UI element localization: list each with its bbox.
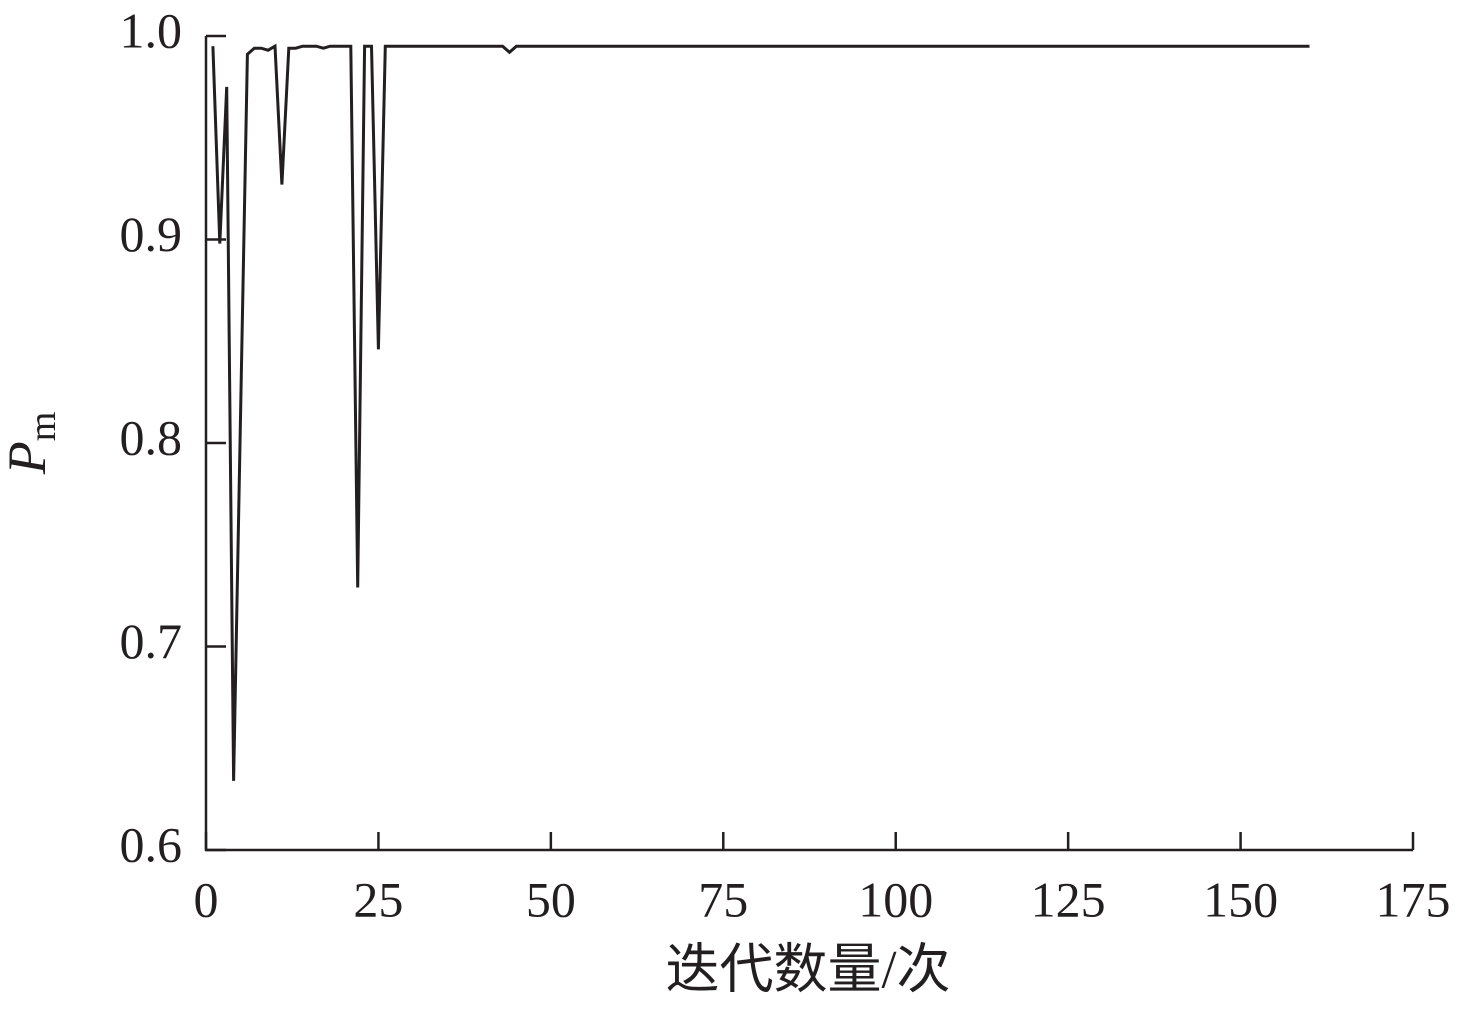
y-axis-label-main: P xyxy=(0,441,57,475)
x-axis-label: 迭代数量/次 xyxy=(665,939,950,999)
y-tick-label: 0.9 xyxy=(120,206,183,262)
x-tick-label: 0 xyxy=(194,871,219,927)
y-tick-label: 0.6 xyxy=(120,816,183,872)
axes xyxy=(204,36,1413,852)
x-tick-label: 100 xyxy=(858,871,933,927)
x-tick-label: 175 xyxy=(1376,871,1451,927)
y-axis-label-group: Pm xyxy=(0,412,64,476)
y-axis-label: Pm xyxy=(0,412,64,476)
y-tick-label: 1.0 xyxy=(120,2,183,58)
data-line xyxy=(211,43,1310,781)
x-tick-label: 75 xyxy=(698,871,748,927)
y-tick-label: 0.8 xyxy=(120,409,183,465)
x-tick-label: 150 xyxy=(1203,871,1278,927)
y-tick-label: 0.7 xyxy=(120,613,183,669)
y-axis-label-subscript: m xyxy=(22,412,64,442)
x-tick-label: 125 xyxy=(1031,871,1106,927)
x-tick-label: 50 xyxy=(526,871,576,927)
x-tick-label: 25 xyxy=(353,871,403,927)
